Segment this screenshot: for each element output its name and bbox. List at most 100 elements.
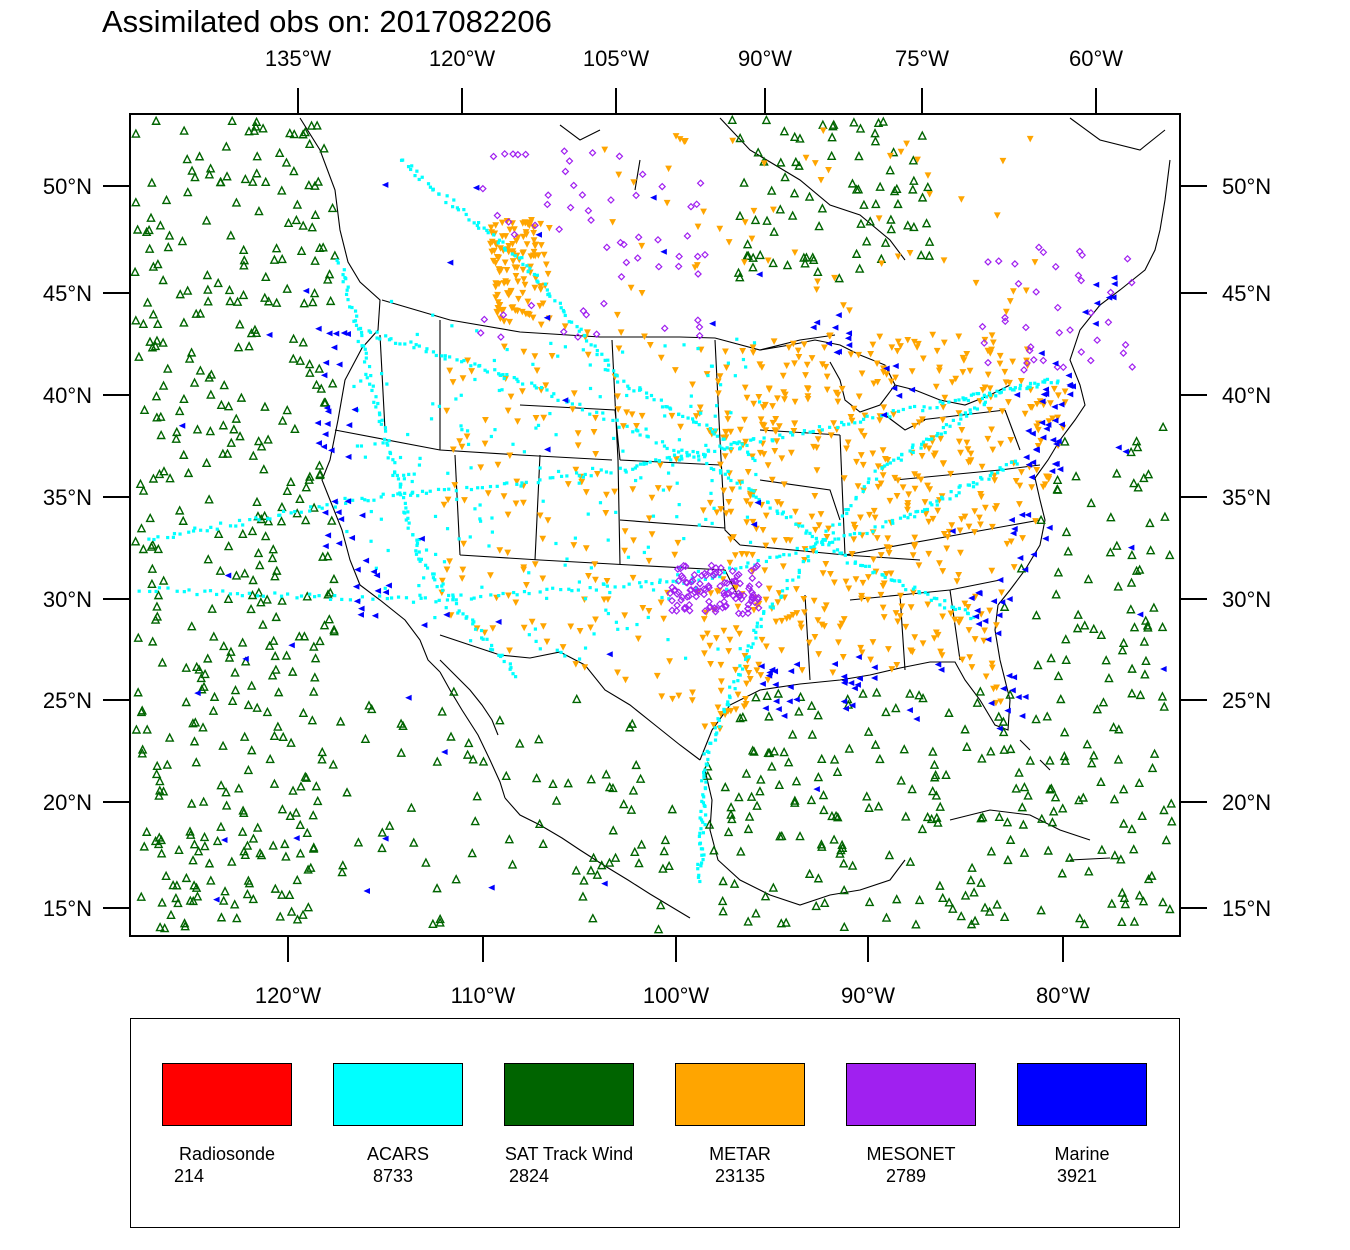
- acars-obs: [762, 611, 766, 615]
- mesonet-obs: [1023, 359, 1031, 367]
- acars-obs: [566, 399, 571, 403]
- metar-obs: [993, 212, 1001, 219]
- metar-obs: [696, 404, 704, 412]
- marine-obs: [660, 248, 667, 255]
- mesonet-obs: [1055, 328, 1064, 337]
- sat-track-wind-obs: [1097, 844, 1107, 854]
- top-longitude-label: 75°W: [895, 46, 949, 71]
- acars-obs: [406, 526, 410, 530]
- sat-track-wind-obs: [182, 154, 192, 164]
- acars-obs: [501, 240, 505, 244]
- sat-track-wind-obs: [597, 860, 607, 870]
- acars-obs: [356, 327, 361, 331]
- acars-obs: [583, 597, 588, 601]
- metar-obs: [939, 416, 947, 424]
- acars-obs: [948, 424, 952, 428]
- sat-track-wind-obs: [495, 715, 505, 725]
- acars-obs: [490, 516, 494, 520]
- metar-obs: [500, 318, 508, 325]
- acars-obs: [567, 320, 571, 324]
- sat-track-wind-obs: [1166, 798, 1176, 808]
- acars-obs: [455, 358, 459, 362]
- metar-obs: [539, 575, 547, 582]
- acars-obs: [691, 449, 695, 454]
- acars-obs: [570, 402, 574, 406]
- metar-obs: [495, 280, 503, 288]
- acars-obs: [431, 576, 436, 580]
- marine-obs: [984, 636, 992, 643]
- sat-track-wind-obs: [1140, 669, 1150, 679]
- mesonet-obs: [632, 191, 640, 200]
- acars-obs: [888, 415, 892, 419]
- metar-obs: [778, 617, 786, 625]
- acars-obs: [375, 330, 379, 334]
- sat-track-wind-obs: [762, 215, 772, 225]
- acars-obs: [727, 566, 732, 570]
- acars-obs: [780, 512, 784, 516]
- mesonet-obs: [510, 230, 519, 239]
- acars-obs: [419, 557, 424, 561]
- metar-obs: [988, 660, 996, 668]
- sat-track-wind-obs: [179, 918, 190, 928]
- metar-obs: [812, 526, 819, 534]
- acars-obs: [702, 795, 706, 799]
- marine-obs: [1051, 417, 1059, 424]
- acars-obs: [898, 579, 902, 584]
- sat-track-wind-obs: [1092, 704, 1103, 714]
- acars-obs: [429, 417, 434, 421]
- acars-obs: [515, 593, 519, 597]
- bottom-longitude-label: 110°W: [451, 983, 516, 1008]
- acars-obs: [482, 226, 486, 230]
- metar-obs: [847, 351, 855, 358]
- left-latitude-label: 25°N: [43, 688, 92, 713]
- acars-obs: [1035, 385, 1039, 389]
- metar-obs: [645, 515, 653, 522]
- acars-obs: [147, 537, 151, 541]
- acars-obs: [705, 423, 709, 427]
- sat-track-wind-obs: [551, 795, 562, 805]
- acars-obs: [637, 388, 642, 392]
- acars-obs: [712, 467, 716, 472]
- sat-track-wind-obs: [190, 717, 201, 727]
- metar-obs: [929, 331, 937, 339]
- sat-track-wind-obs: [248, 833, 259, 843]
- metar-obs: [780, 481, 788, 488]
- acars-obs: [502, 246, 507, 250]
- marine-obs: [382, 589, 390, 596]
- acars-obs: [580, 408, 585, 412]
- metar-obs: [507, 288, 515, 296]
- sat-track-wind-obs: [776, 918, 787, 928]
- sat-track-wind-obs: [226, 646, 236, 656]
- sat-track-wind-obs: [244, 878, 255, 888]
- sat-track-wind-obs: [191, 308, 201, 318]
- sat-track-wind-obs: [298, 220, 308, 230]
- mesonet-obs: [688, 577, 697, 585]
- metar-obs: [523, 241, 531, 248]
- metar-obs: [938, 652, 946, 659]
- metar-obs: [531, 353, 539, 360]
- metar-obs: [848, 550, 856, 558]
- sat-track-wind-obs: [237, 637, 248, 647]
- sat-track-wind-obs: [478, 756, 489, 766]
- acars-obs: [862, 485, 866, 489]
- acars-obs: [845, 511, 849, 516]
- acars-obs: [961, 396, 965, 400]
- sat-track-wind-obs: [209, 631, 219, 641]
- metar-obs: [948, 522, 956, 529]
- metar-obs: [699, 507, 707, 514]
- acars-obs: [256, 594, 260, 598]
- metar-obs: [966, 458, 974, 466]
- acars-obs: [459, 593, 463, 597]
- metar-obs: [888, 344, 896, 351]
- sat-track-wind-obs: [750, 214, 761, 225]
- acars-obs: [941, 401, 945, 405]
- acars-obs: [990, 471, 994, 475]
- metar-obs: [477, 464, 485, 471]
- metar-obs: [729, 137, 737, 145]
- metar-obs: [574, 430, 582, 437]
- acars-obs: [570, 589, 574, 593]
- marine-obs: [1040, 391, 1048, 398]
- acars-obs: [632, 389, 636, 393]
- sat-track-wind-obs: [309, 288, 320, 298]
- sat-track-wind-obs: [761, 114, 772, 125]
